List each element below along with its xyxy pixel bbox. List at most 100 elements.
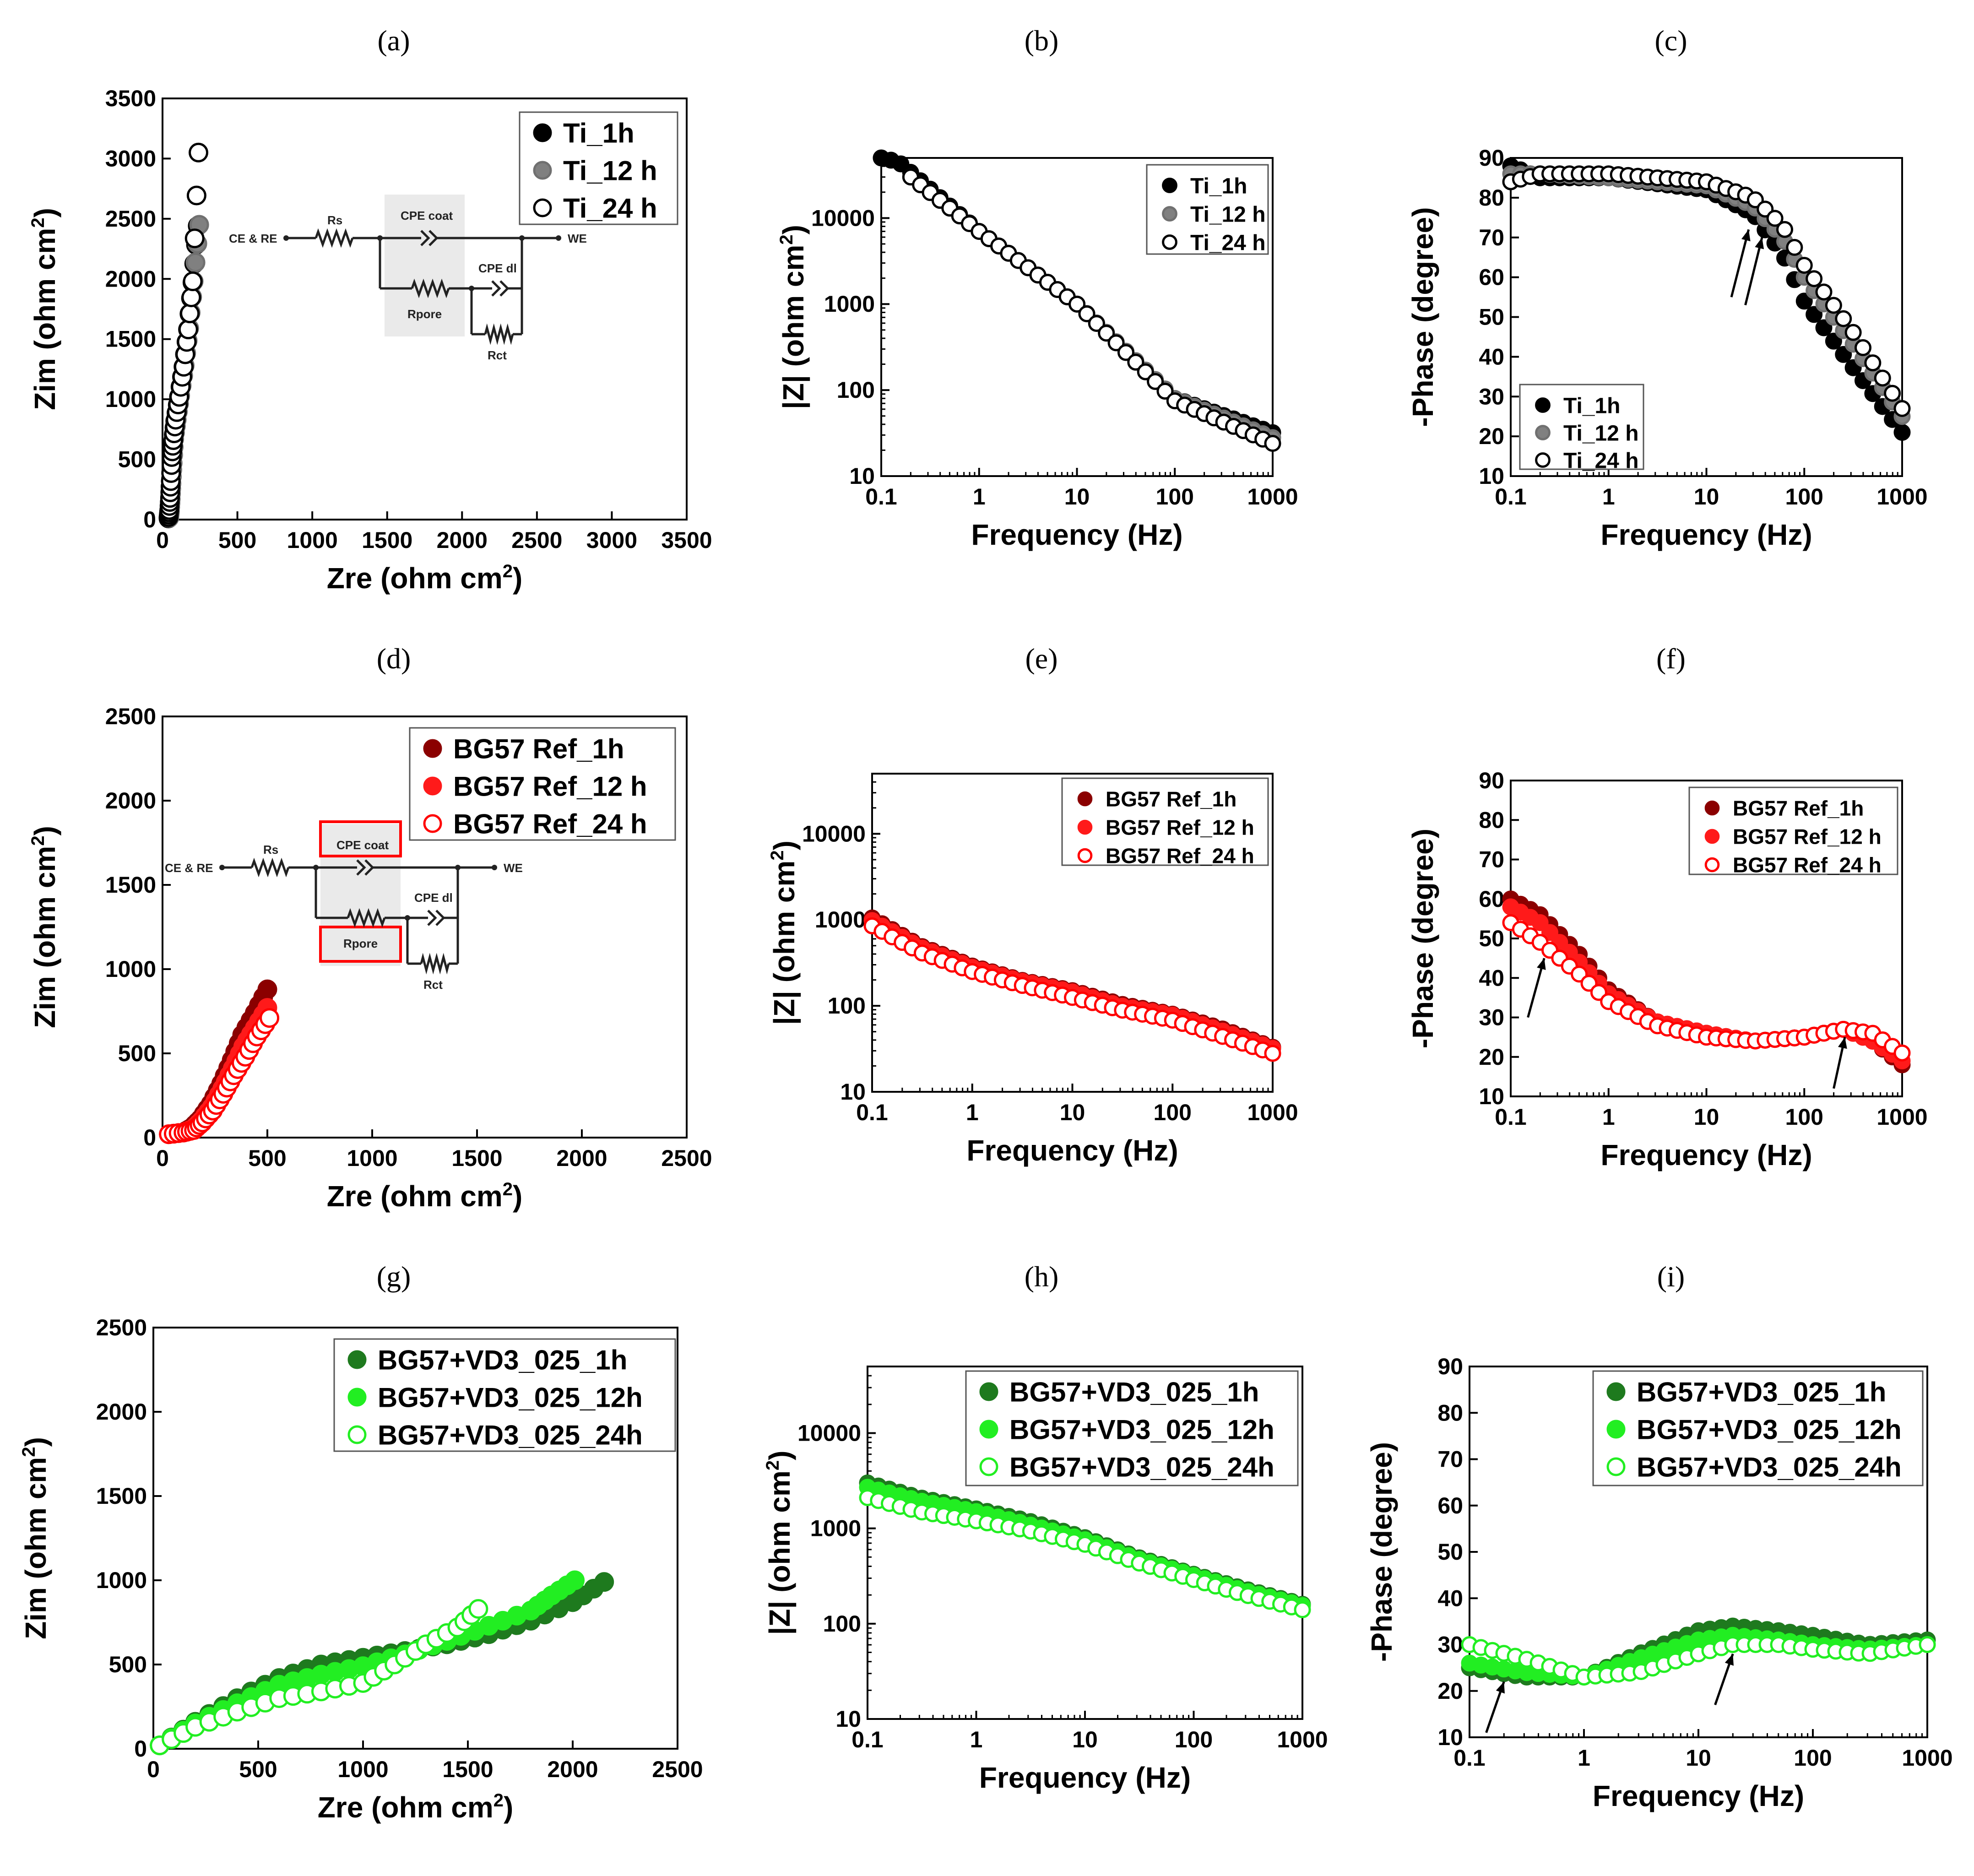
circuit-highlight-rpore: [319, 926, 402, 963]
y-tick-label: 90: [1479, 145, 1504, 171]
y-tick-label: 50: [1479, 304, 1504, 330]
circuit-label-rct: Rct: [423, 978, 443, 992]
legend-marker: [1606, 1457, 1626, 1476]
legend-marker: [1606, 1382, 1626, 1401]
data-point: [260, 1008, 280, 1028]
x-tick-label: 0: [156, 527, 169, 553]
x-tick-label: 10: [1072, 1727, 1098, 1752]
y-tick-label: 70: [1479, 225, 1504, 250]
y-tick-label: 40: [1437, 1585, 1463, 1611]
y-tick-label: 500: [109, 1652, 147, 1677]
legend-marker: [1077, 819, 1093, 835]
x-tick-label: 1: [970, 1727, 983, 1752]
plot-frame: [162, 98, 688, 521]
series-3: [159, 1008, 280, 1144]
legend-marker: [979, 1457, 998, 1476]
data-point: [1264, 1045, 1281, 1062]
legend-marker: [1704, 857, 1720, 873]
y-axis-title-close: ): [28, 208, 61, 217]
data-point: [1825, 332, 1842, 350]
circuit-highlight-cpe-coat: [319, 820, 402, 857]
arrow-head-icon: [1537, 958, 1546, 970]
data-point: [1156, 383, 1174, 400]
circuit-hatch: [385, 195, 465, 336]
legend-label: BG57+VD3_025_1h: [1637, 1377, 1886, 1408]
cpe-coat-icon: [428, 230, 439, 246]
circuit-label-rct: Rct: [488, 348, 507, 362]
data-point: [1107, 334, 1125, 352]
legend-marker: [423, 739, 442, 758]
legend-marker: [979, 1420, 998, 1439]
y-axis-title: |Z| (ohm cm2): [776, 225, 810, 409]
x-tick-label: 1000: [337, 1757, 388, 1782]
y-axis-title: -Phase (degree): [1406, 829, 1439, 1048]
plot-frame: [152, 1327, 678, 1750]
y-tick-label: 1000: [815, 907, 866, 933]
data-point: [1795, 257, 1813, 274]
x-tick-label: 1: [1578, 1745, 1590, 1771]
y-tick-label: 10000: [802, 821, 866, 846]
legend-box: [333, 1338, 676, 1452]
data-point: [181, 287, 201, 308]
y-tick-label: 3500: [105, 86, 156, 111]
x-tick-label: 100: [1785, 484, 1823, 510]
y-tick-label: 1500: [105, 326, 156, 352]
cpe-coat-icon: [420, 230, 430, 246]
x-axis-title: Frequency (Hz): [1600, 1139, 1812, 1171]
x-tick-label: 500: [218, 527, 256, 553]
data-point: [1531, 914, 1549, 931]
legend-label: BG57 Ref_12 h: [1733, 825, 1882, 849]
y-tick-label: 2500: [96, 1315, 147, 1340]
y-tick-label: 10000: [811, 205, 875, 231]
y-axis-title-close: ): [19, 1437, 52, 1447]
legend-label: BG57+VD3_025_1h: [1009, 1377, 1259, 1408]
data-point: [1855, 339, 1871, 356]
data-point: [1098, 325, 1115, 342]
panel-label: (e): [1025, 642, 1058, 675]
y-axis-title: -Phase (degree): [1406, 207, 1439, 427]
series-3: [158, 142, 209, 527]
legend: Ti_1h Ti_12 h Ti_24 h: [1519, 384, 1644, 473]
legend: BG57+VD3_025_1h BG57+VD3_025_12h BG57+VD3_…: [333, 1338, 676, 1452]
data-point: [1117, 344, 1134, 361]
circuit-label-we: WE: [568, 232, 587, 245]
y-tick-label: 60: [1479, 265, 1504, 290]
legend-marker: [979, 1382, 998, 1401]
legend-marker: [1077, 791, 1093, 807]
x-tick-label: 3000: [586, 527, 637, 553]
y-tick-label: 1000: [810, 1516, 861, 1541]
y-tick-label: 30: [1479, 384, 1504, 409]
x-tick-label: 0.1: [856, 1100, 888, 1125]
x-axis-title: Frequency (Hz): [979, 1761, 1191, 1794]
x-axis-title-close: ): [513, 1180, 522, 1213]
y-axis-title-close: ): [763, 1451, 796, 1460]
data-point: [1919, 1636, 1936, 1653]
legend-marker: [1535, 425, 1551, 440]
x-tick-label: 1000: [1876, 484, 1927, 510]
x-tick-label: 1: [973, 484, 986, 510]
series-3: [1502, 914, 1911, 1062]
arrow-head-icon: [1838, 1037, 1847, 1049]
plot-frame: [162, 716, 688, 1139]
y-tick-label: 10: [849, 463, 875, 489]
data-point: [1815, 319, 1833, 336]
legend-label: Ti_12 h: [1190, 202, 1266, 227]
x-tick-label: 1000: [1876, 1104, 1927, 1130]
circuit-node: [492, 865, 497, 870]
x-tick-label: 2500: [661, 1145, 712, 1171]
x-axis-title-sup: 2: [494, 1790, 504, 1811]
y-tick-label: 10: [835, 1706, 861, 1732]
y-tick-label: 50: [1437, 1539, 1463, 1565]
y-axis-title-sup: 2: [776, 234, 797, 244]
circuit-label-ce-re: CE & RE: [165, 861, 213, 875]
legend-marker: [347, 1350, 367, 1369]
x-tick-label: 2000: [547, 1757, 598, 1782]
resistor-rs-icon: [315, 228, 354, 248]
y-tick-label: 40: [1479, 965, 1504, 991]
legend-marker: [533, 161, 552, 180]
legend-label: Ti_24 h: [1190, 231, 1266, 255]
legend-marker: [1606, 1420, 1626, 1439]
arrow-head-icon: [1741, 229, 1751, 242]
data-point: [468, 1599, 488, 1619]
x-tick-label: 0: [147, 1757, 160, 1782]
